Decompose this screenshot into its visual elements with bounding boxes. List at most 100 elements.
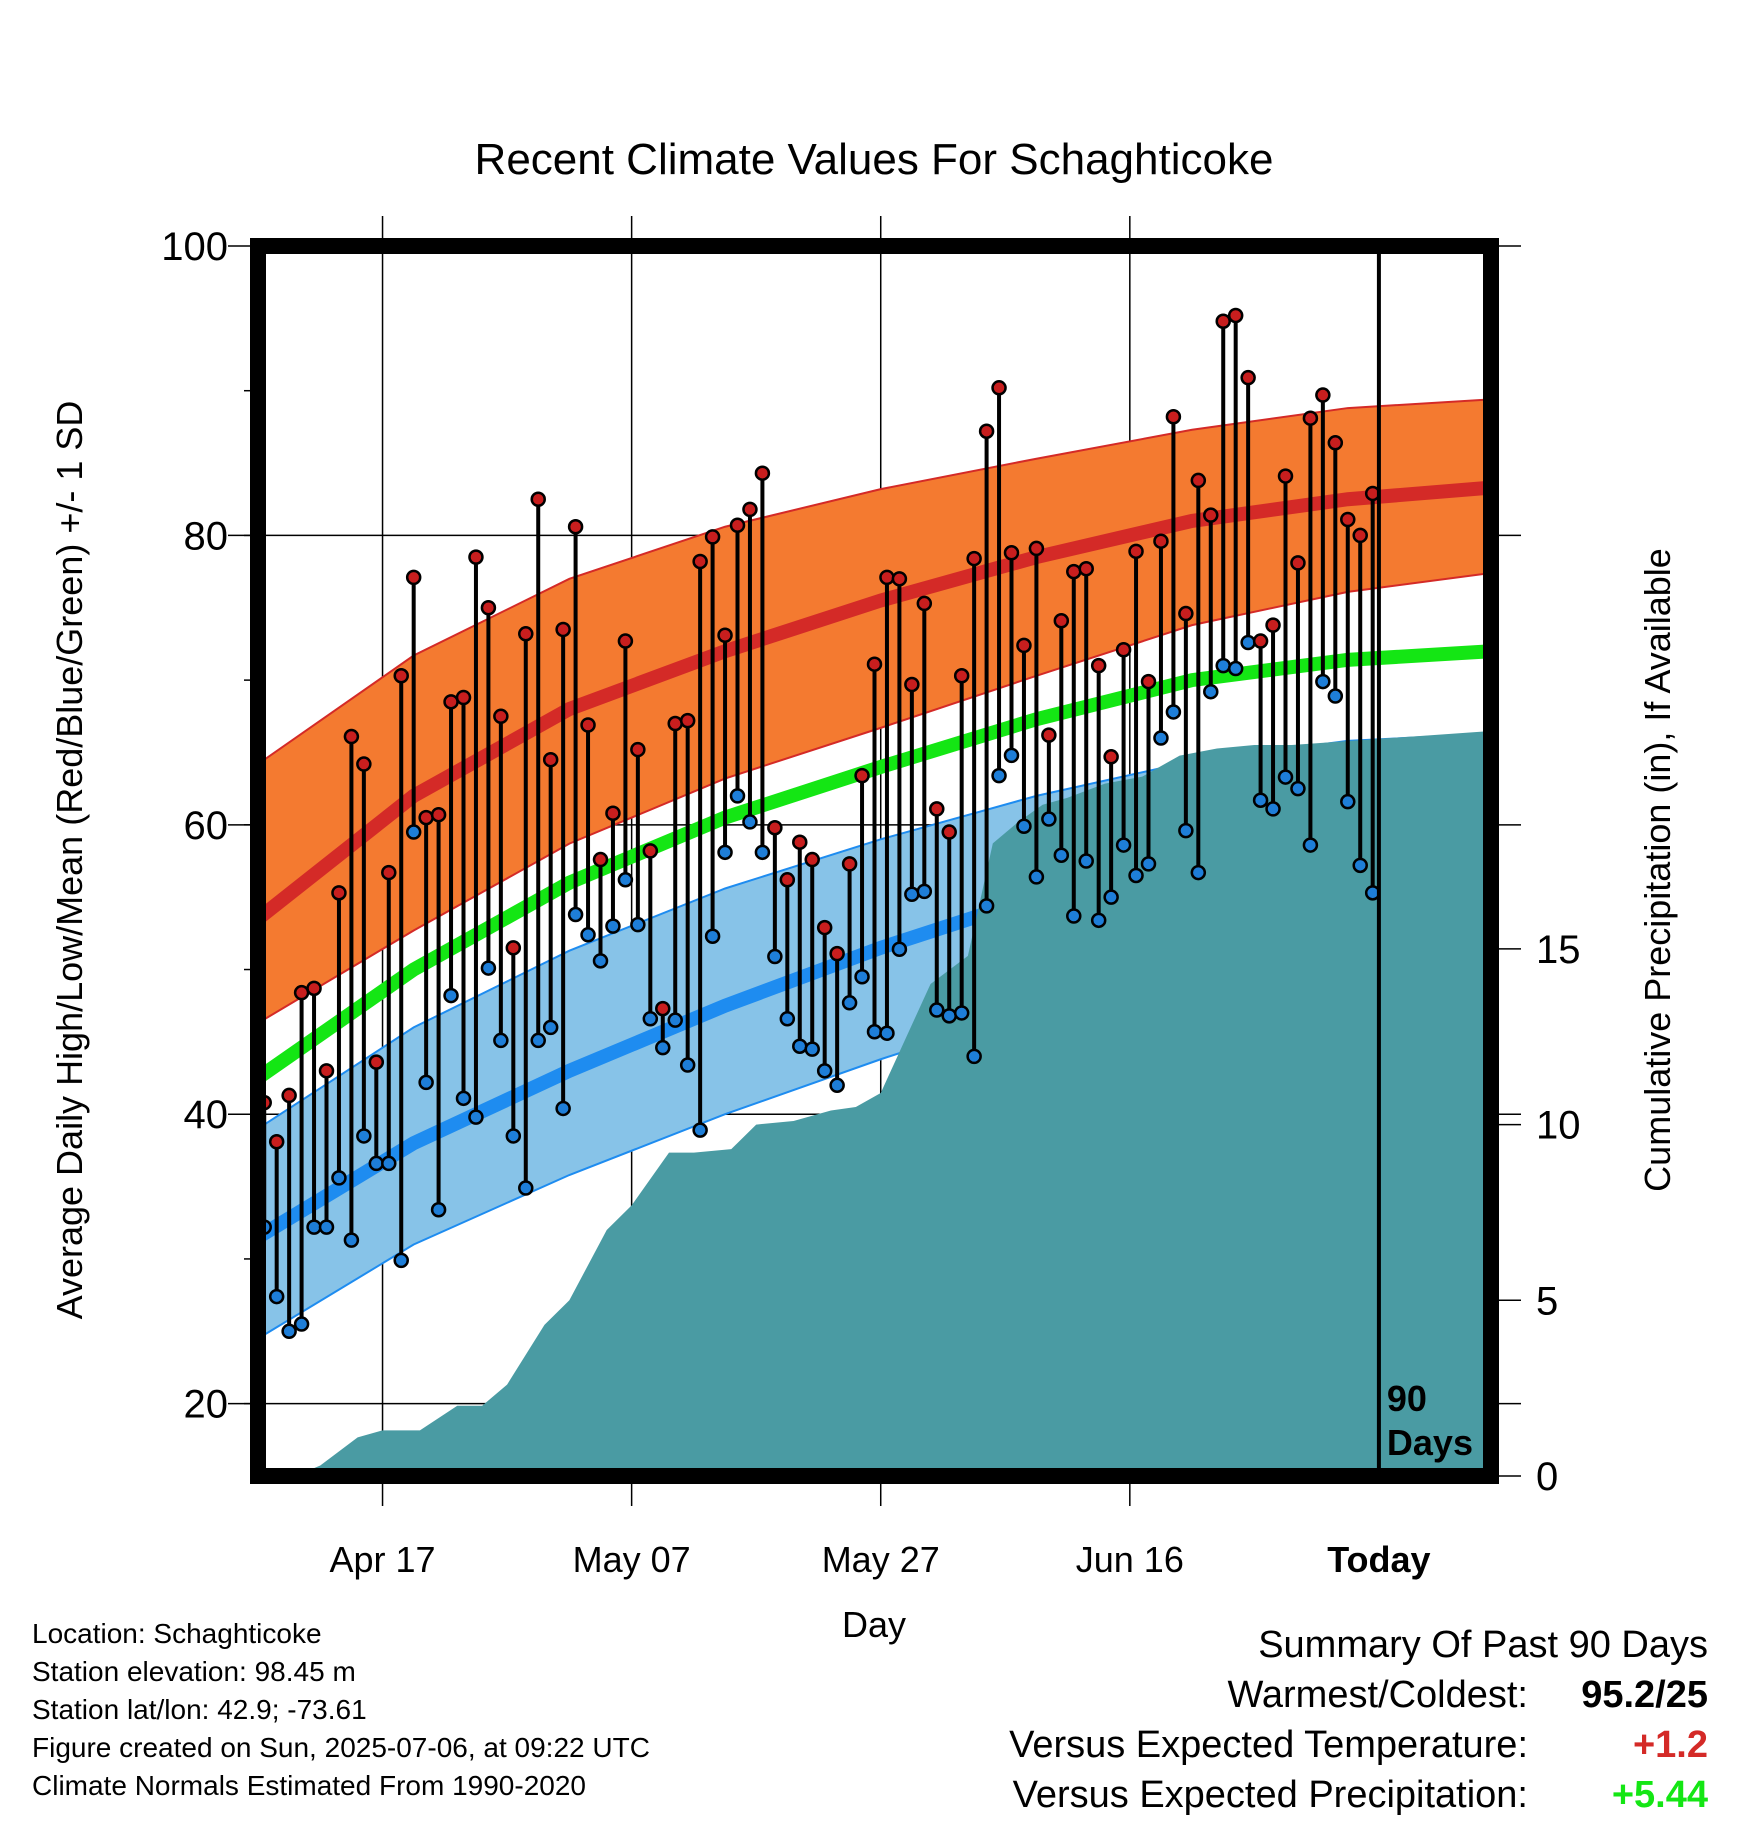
daily-high-point (617, 633, 634, 649)
location-text: Location: Schaghticoke (32, 1618, 322, 1649)
warmest-coldest-label: Warmest/Coldest: (1227, 1674, 1528, 1716)
daily-range (966, 550, 982, 1065)
daily-high-point (1315, 387, 1331, 403)
daily-high-point (518, 626, 534, 642)
daily-low-point (455, 1090, 472, 1107)
daily-range (592, 851, 609, 969)
daily-high-point (717, 627, 733, 644)
daily-low-point (1252, 792, 1269, 808)
y-right-tick-label: 10 (1536, 1104, 1581, 1148)
daily-high-point (1327, 435, 1344, 451)
daily-low-point (1203, 683, 1219, 700)
daily-range (879, 569, 895, 1041)
daily-range (953, 668, 970, 1021)
daily-range (293, 984, 310, 1332)
daily-low-point (268, 1288, 285, 1305)
daily-range (468, 549, 484, 1125)
daily-high-point (929, 801, 945, 817)
daily-range (318, 1063, 335, 1235)
daily-high-point (792, 834, 808, 850)
daily-low-point (717, 844, 733, 861)
daily-low-point (916, 883, 933, 900)
daily-high-point (1115, 641, 1132, 658)
daily-low-point (1053, 847, 1070, 863)
daily-high-point (468, 549, 484, 565)
daily-range (393, 668, 409, 1269)
daily-low-point (1140, 856, 1157, 872)
daily-low-point (318, 1219, 335, 1235)
daily-range (642, 843, 659, 1027)
daily-range (692, 553, 708, 1138)
high-normal-line (258, 480, 1491, 925)
daily-high-point (443, 694, 459, 710)
summary-heading: Summary Of Past 90 Days (1258, 1624, 1708, 1666)
normals-text: Climate Normals Estimated From 1990-2020 (32, 1770, 586, 1801)
daily-range (405, 569, 422, 840)
daily-low-point (605, 918, 621, 934)
daily-high-point (580, 717, 596, 733)
daily-low-point (405, 824, 422, 840)
daily-high-point (1028, 540, 1045, 557)
daily-range (1103, 749, 1119, 905)
daily-range (567, 518, 584, 923)
daily-range (916, 595, 933, 900)
daily-high-point (1240, 369, 1256, 386)
daily-high-point (1227, 307, 1244, 324)
daily-range (679, 712, 696, 1073)
y-right-tick-label: 0 (1536, 1455, 1558, 1499)
daily-range (493, 708, 509, 1049)
daily-low-point (505, 1128, 522, 1144)
daily-high-point (816, 919, 833, 936)
daily-low-point (879, 1025, 895, 1041)
daily-range (1115, 641, 1132, 853)
plot-frame (250, 238, 1499, 1484)
daily-high-point (1066, 563, 1082, 580)
daily-low-point (779, 1010, 796, 1027)
daily-high-point (493, 708, 509, 725)
daily-low-point (792, 1038, 808, 1054)
daily-range (991, 380, 1007, 784)
daily-low-point (493, 1032, 509, 1049)
daily-high-point (555, 621, 571, 638)
daily-high-point (679, 712, 696, 729)
daily-range (904, 676, 920, 903)
daily-range (1153, 533, 1169, 746)
daily-range (1078, 560, 1094, 869)
x-tick-label: Apr 17 (330, 1539, 436, 1580)
daily-range (356, 756, 372, 1144)
daily-range (1165, 409, 1182, 720)
mean-normal-line (258, 644, 1491, 1084)
daily-low-point (1302, 837, 1319, 853)
daily-range (667, 715, 683, 1028)
temp-label: Versus Expected Temperature: (1009, 1724, 1528, 1766)
daily-high-point (480, 600, 497, 616)
daily-range (1178, 605, 1194, 839)
daily-high-point (542, 751, 559, 768)
y-left-tick-label: 80 (184, 514, 229, 558)
daily-low-point (866, 1024, 883, 1040)
daily-high-point (704, 529, 721, 545)
daily-range (418, 809, 434, 1091)
daily-range (505, 940, 522, 1144)
x-tick-label: Jun 16 (1076, 1539, 1184, 1580)
daily-high-point (530, 491, 546, 507)
daily-high-point (1290, 555, 1306, 571)
daily-range (1028, 540, 1045, 885)
daily-low-point (804, 1041, 820, 1057)
daily-low-point (692, 1122, 708, 1138)
station-info: Location: Schaghticoke Station elevation… (32, 1615, 650, 1805)
daily-high-point (1277, 468, 1294, 484)
daily-range (455, 689, 472, 1107)
daily-low-point (343, 1232, 360, 1248)
daily-low-point (356, 1128, 372, 1144)
daily-low-point (430, 1201, 447, 1218)
daily-low-point (655, 1039, 671, 1056)
daily-high-point (393, 668, 409, 684)
plot-border (250, 238, 1499, 1484)
x-tick-label: Today (1327, 1539, 1430, 1580)
daily-range (1265, 617, 1281, 817)
daily-range (929, 801, 945, 1018)
daily-high-point (356, 756, 372, 772)
y-left-tick-label: 40 (184, 1093, 229, 1137)
